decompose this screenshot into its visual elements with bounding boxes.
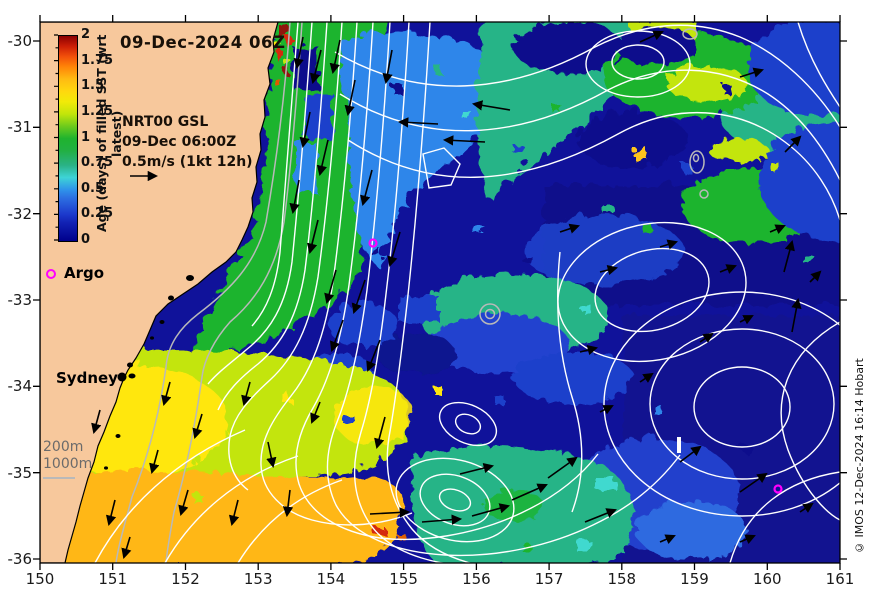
x-tick-label: 160 [752, 570, 782, 588]
depth-200m-label: 200m [43, 439, 84, 455]
y-tick-label: -34 [7, 377, 33, 396]
x-tick-label: 161 [825, 570, 855, 588]
x-tick-label: 157 [534, 570, 564, 588]
credit-text: © IMOS 12-Dec-2024 16:14 Hobart [853, 358, 866, 554]
colorbar-tick-label: 2 [81, 27, 91, 42]
colorbar-tick-label: 1.25 [81, 103, 114, 119]
y-tick-label: -31 [7, 118, 33, 137]
map-canvas [40, 22, 840, 563]
x-tick-label: 154 [316, 570, 346, 588]
colorbar-gradient [58, 35, 78, 242]
map-title: 09-Dec-2024 06Z [120, 33, 286, 52]
argo-legend-icon [46, 269, 56, 279]
y-tick-label: -36 [7, 550, 33, 568]
colorbar-title: Age (days) of filled SST (wrt latest) [94, 34, 124, 233]
y-tick-label: -32 [7, 204, 33, 223]
colorbar-tick-label: 0.5 [81, 180, 105, 196]
x-tick-label: 153 [243, 570, 273, 588]
x-tick-label: 150 [25, 570, 55, 588]
x-tick-label: 158 [607, 570, 637, 588]
sydney-dot [117, 372, 127, 382]
y-tick-label: -30 [7, 32, 33, 50]
model-name: NRT00 GSL [122, 114, 209, 130]
depth-contour-sample-line [43, 477, 75, 479]
colorbar-tick-label: 1.5 [81, 78, 105, 94]
colorbar-tick-label: 1 [81, 129, 91, 145]
x-tick-label: 152 [171, 570, 200, 588]
y-tick-label: -33 [7, 291, 33, 309]
scale-arrow-icon [130, 170, 159, 182]
y-tick-label: -35 [7, 463, 33, 482]
depth-1000m-label: 1000m [43, 456, 93, 472]
x-tick-label: 159 [680, 570, 709, 588]
vector-scale: 0.5m/s (1kt 12h) [122, 154, 253, 170]
x-tick-label: 156 [462, 570, 491, 588]
colorbar-tick-label: 0.25 [81, 206, 114, 222]
colorbar-tick-label: 0 [81, 232, 91, 247]
analysis-time: 09-Dec 06:00Z [122, 134, 237, 150]
current-scale-legend: NRT00 GSL 09-Dec 06:00Z 0.5m/s (1kt 12h) [122, 112, 253, 172]
colorbar-tick-label: 1.75 [81, 52, 114, 68]
colorbar-tick-label: 0.75 [81, 155, 114, 171]
argo-legend-label: Argo [64, 264, 105, 282]
sydney-label: Sydney [56, 369, 118, 387]
x-tick-label: 155 [389, 570, 418, 588]
x-tick-label: 151 [98, 570, 127, 588]
mooring-marker [677, 437, 681, 453]
